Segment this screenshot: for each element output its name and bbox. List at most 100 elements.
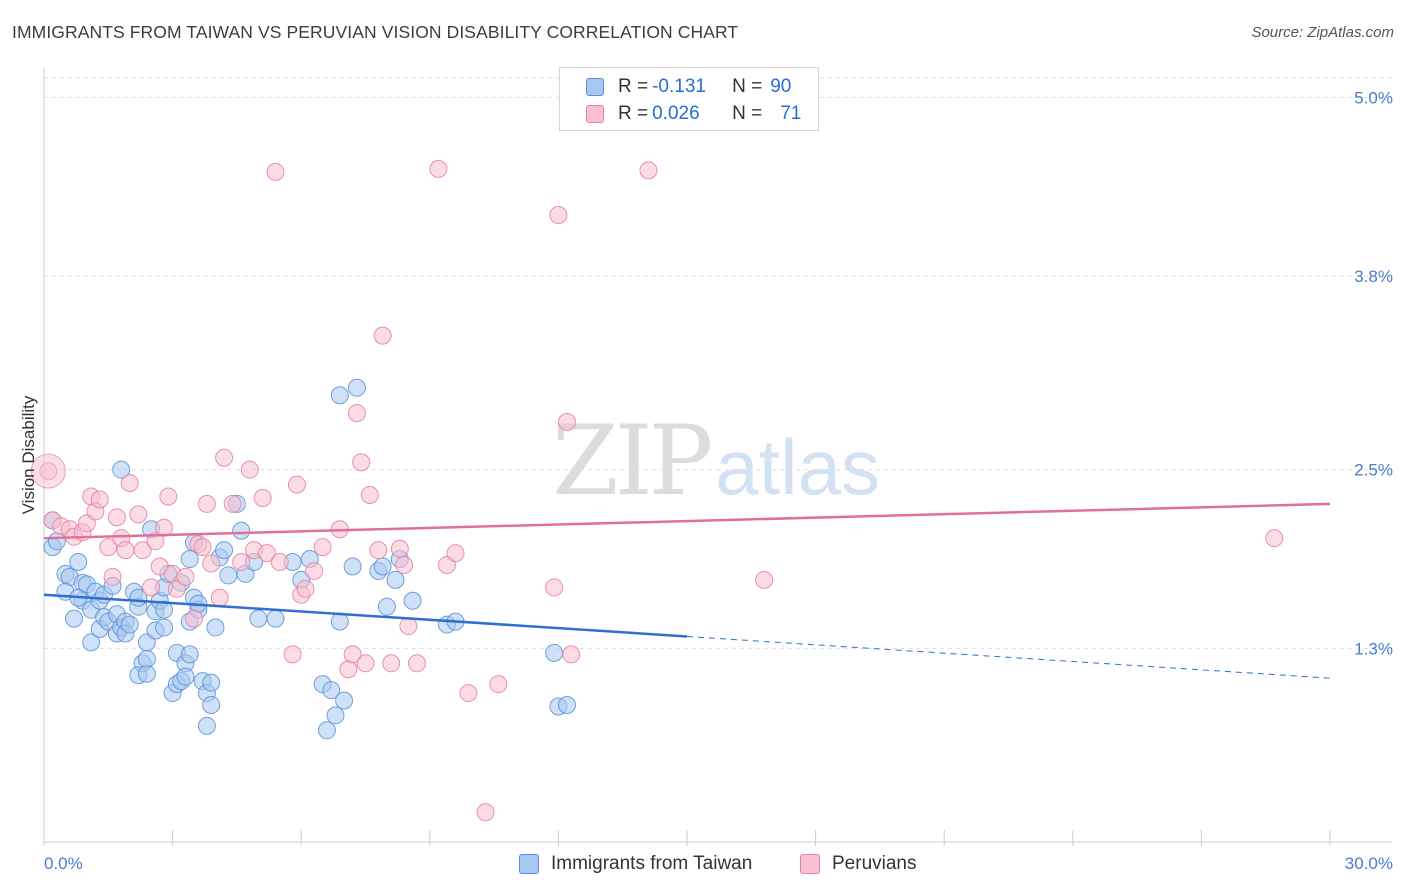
bottom-legend-peruvians: Peruvians (800, 851, 917, 877)
point-peruvians (129, 505, 148, 524)
point-peruvians (296, 579, 315, 598)
point-peruvians (339, 660, 358, 679)
point-taiwan (335, 691, 354, 710)
point-peruvians (103, 567, 122, 586)
point-peruvians (240, 460, 259, 479)
legend-n-label: N = (732, 103, 763, 124)
trend-line-taiwan (43, 593, 688, 638)
point-taiwan (330, 612, 349, 631)
point-peruvians (146, 532, 165, 551)
point-peruvians (356, 654, 375, 673)
point-peruvians (232, 553, 251, 572)
point-peruvians (549, 206, 568, 225)
y-tick-label: 2.5% (1354, 461, 1393, 480)
legend-n-value: 71 (780, 103, 802, 124)
bottom-legend-swatch-peruvians (800, 854, 820, 874)
point-peruvians (176, 567, 195, 586)
point-taiwan (330, 386, 349, 405)
point-taiwan (197, 716, 216, 735)
point-taiwan (112, 460, 131, 479)
point-taiwan (69, 553, 88, 572)
point-peruvians (223, 494, 242, 513)
point-taiwan (373, 557, 392, 576)
point-peruvians (193, 538, 212, 557)
point-peruvians (755, 570, 774, 589)
point-peruvians (159, 487, 178, 506)
point-peruvians (120, 474, 139, 493)
bottom-legend-taiwan: Immigrants from Taiwan (519, 851, 752, 877)
point-peruvians (305, 561, 324, 580)
point-peruvians (313, 538, 332, 557)
point-peruvians (360, 485, 379, 504)
point-peruvians (1265, 529, 1284, 548)
point-taiwan (317, 721, 336, 740)
point-taiwan (180, 645, 199, 664)
legend-r-value: 0.026 (652, 103, 700, 124)
point-taiwan (82, 633, 101, 652)
bottom-legend-label-taiwan: Immigrants from Taiwan (551, 853, 753, 874)
point-peruvians (562, 645, 581, 664)
point-taiwan (155, 600, 174, 619)
point-taiwan (322, 681, 341, 700)
legend-n-value: 90 (770, 76, 792, 97)
legend-row-taiwan: R = -0.131 N = 90 (586, 74, 791, 100)
trend-line-taiwan-extension (686, 635, 1331, 679)
point-peruvians (266, 162, 285, 181)
point-taiwan (202, 695, 221, 714)
stats-legend: R = -0.131 N = 90 R = 0.026 N = 71 (559, 67, 819, 131)
point-peruvians (116, 541, 135, 560)
x-tick-label: 30.0% (1345, 854, 1393, 873)
point-taiwan (326, 706, 345, 725)
point-peruvians (283, 645, 302, 664)
point-peruvians (99, 538, 118, 557)
point-taiwan (403, 591, 422, 610)
point-peruvians (133, 541, 152, 560)
point-taiwan (202, 673, 221, 692)
point-peruvians (429, 159, 448, 178)
point-peruvians (639, 161, 658, 180)
point-peruvians (142, 578, 161, 597)
y-tick-label: 1.3% (1354, 639, 1393, 658)
point-peruvians (215, 448, 234, 467)
point-peruvians (352, 453, 371, 472)
legend-r-label: R = (618, 76, 649, 97)
point-taiwan (557, 695, 576, 714)
point-taiwan (155, 618, 174, 637)
point-peruvians (90, 490, 109, 509)
point-peruvians (373, 326, 392, 345)
point-peruvians (270, 553, 289, 572)
point-taiwan (266, 609, 285, 628)
point-peruvians (155, 518, 174, 537)
y-tick-label: 3.8% (1354, 267, 1393, 286)
point-peruvians (107, 508, 126, 527)
point-taiwan (176, 667, 195, 686)
point-peruvians (197, 494, 216, 513)
tick-labels: 1.3% 2.5% 3.8% 5.0% 0.0% 30.0% (44, 88, 1393, 873)
point-taiwan (180, 550, 199, 569)
point-peruvians (253, 488, 272, 507)
point-peruvians-large (30, 453, 66, 489)
point-taiwan (249, 609, 268, 628)
point-peruvians (446, 544, 465, 563)
point-peruvians (476, 803, 495, 822)
point-peruvians (202, 554, 221, 573)
point-peruvians (557, 413, 576, 432)
point-peruvians (287, 475, 306, 494)
point-peruvians (545, 578, 564, 597)
legend-row-peruvians: R = 0.026 N = 71 (586, 101, 801, 127)
source-credit: Source: ZipAtlas.com (1251, 24, 1394, 41)
legend-n-label: N = (732, 76, 763, 97)
point-taiwan (232, 521, 251, 540)
point-peruvians (210, 588, 229, 607)
point-taiwan (65, 609, 84, 628)
point-taiwan (215, 541, 234, 560)
point-peruvians (347, 404, 366, 423)
point-peruvians (489, 675, 508, 694)
point-taiwan (137, 649, 156, 668)
point-peruvians (459, 684, 478, 703)
point-taiwan (377, 597, 396, 616)
point-peruvians (382, 654, 401, 673)
point-taiwan (386, 570, 405, 589)
point-peruvians (185, 609, 204, 628)
